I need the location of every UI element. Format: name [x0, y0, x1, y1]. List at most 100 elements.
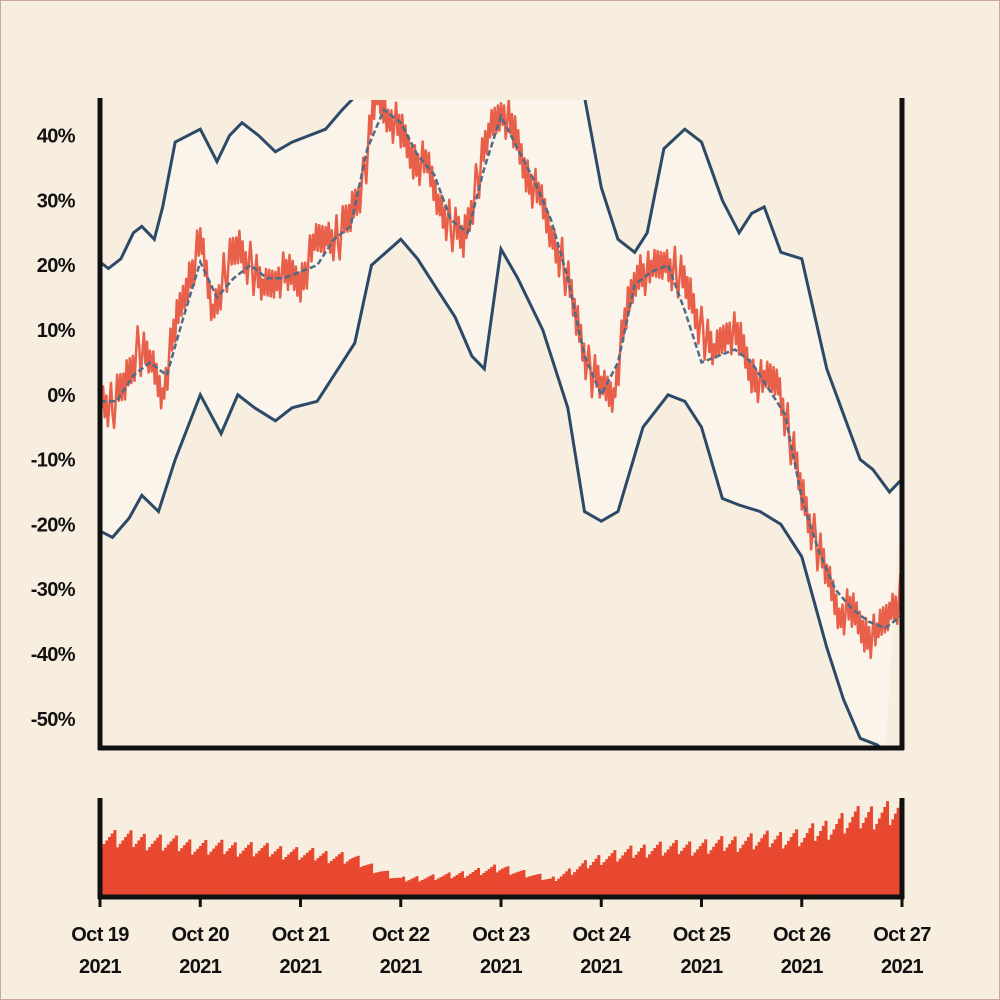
y-tick-label: 30%: [37, 190, 76, 212]
volume-bar: [645, 857, 649, 897]
volume-bar: [506, 866, 510, 897]
volume-bar: [297, 860, 301, 897]
volume-bar: [594, 858, 598, 897]
volume-bar: [760, 838, 764, 897]
volume-bar: [829, 834, 833, 897]
y-tick-label: 20%: [37, 255, 76, 277]
volume-bar: [669, 846, 673, 897]
volume-bar: [712, 846, 716, 897]
volume-bar: [845, 828, 849, 897]
lower-band-line: [100, 237, 884, 748]
volume-bar: [749, 833, 753, 897]
volume-bar: [244, 847, 248, 897]
volume-bar: [289, 852, 293, 897]
volume-bar: [722, 851, 726, 897]
volume-bar: [452, 876, 456, 897]
value-line: [100, 100, 902, 660]
volume-bar: [174, 835, 178, 897]
volume-bar: [514, 872, 518, 897]
volume-bar: [648, 854, 652, 897]
volume-bar: [570, 874, 574, 897]
volume-bar: [140, 837, 144, 897]
volume-bar: [848, 822, 852, 897]
volume-bar: [803, 837, 807, 897]
volume-bar: [490, 866, 494, 897]
volume-bar: [476, 868, 481, 897]
volume-bar: [495, 872, 499, 897]
volume-bar: [864, 817, 868, 897]
volume-bar: [698, 846, 702, 897]
volume-bar: [773, 839, 777, 897]
volume-bar: [888, 825, 892, 897]
volume-bar: [394, 877, 398, 897]
x-tick-label: Oct 27: [873, 924, 931, 946]
volume-bar: [634, 854, 638, 897]
volume-bar: [511, 873, 515, 897]
volume-bar: [153, 840, 157, 897]
volume-bar: [439, 877, 443, 897]
volume-bar: [201, 843, 205, 897]
volume-bar: [110, 833, 114, 897]
volume-bar: [412, 877, 416, 897]
volume-bar: [883, 807, 887, 897]
x-tick-label: Oct 19: [71, 924, 129, 946]
volume-bar: [811, 823, 815, 897]
volume-bar: [182, 845, 186, 897]
volume-bar: [779, 831, 783, 897]
volume-bar: [319, 855, 323, 897]
volume-bar: [233, 842, 237, 897]
volume-bar: [885, 801, 890, 897]
volume-bar: [762, 834, 767, 897]
volume-bar: [343, 863, 347, 897]
volume-bar: [562, 873, 566, 897]
x-tick-label: Oct 23: [472, 924, 530, 946]
volume-bar: [124, 837, 128, 897]
volume-bar: [383, 871, 387, 897]
volume-bar: [573, 872, 577, 897]
y-tick-label: 40%: [37, 126, 76, 148]
volume-bar: [263, 845, 267, 897]
volume-bar: [861, 823, 865, 897]
volume-bar: [605, 859, 609, 897]
volume-bar: [428, 875, 432, 897]
volume-bar: [105, 840, 109, 897]
volume-bar: [653, 847, 657, 897]
x-tick-year-label: 2021: [881, 956, 924, 978]
volume-bar: [784, 844, 788, 897]
volume-bar: [765, 830, 769, 897]
volume-bar: [177, 851, 181, 897]
volume-bar: [447, 872, 451, 897]
volume-bar: [161, 850, 165, 897]
volume-bar: [337, 854, 341, 897]
band-fill: [100, 100, 902, 748]
volume-bar: [869, 806, 873, 897]
volume-bar: [546, 879, 550, 897]
volume-bar: [209, 851, 213, 897]
volume-bar: [661, 855, 665, 897]
x-tick-label: Oct 22: [372, 924, 430, 946]
volume-bar: [776, 835, 780, 897]
volume-bar: [591, 862, 595, 897]
volume-bar: [867, 812, 871, 897]
volume-bar: [642, 844, 646, 897]
volume-bar: [391, 878, 395, 897]
volume-bar: [771, 843, 775, 897]
volume-bar: [586, 868, 590, 897]
volume-bar: [559, 876, 563, 897]
volume-bar: [450, 878, 454, 897]
volume-bar: [549, 878, 553, 897]
volume-bar: [821, 825, 825, 897]
x-tick-year-label: 2021: [580, 956, 623, 978]
volume-bar: [479, 875, 483, 897]
volume-bar: [268, 856, 272, 897]
volume-bar: [255, 853, 259, 897]
volume-bar: [720, 836, 724, 897]
volume-bar: [709, 850, 713, 897]
volume-bar: [607, 856, 611, 897]
volume-bar: [893, 813, 898, 897]
volume-bar: [137, 840, 141, 897]
volume-bar: [316, 858, 320, 897]
volume-bar: [519, 870, 523, 897]
volume-bar: [380, 871, 384, 897]
y-tick-label: -40%: [31, 644, 76, 666]
